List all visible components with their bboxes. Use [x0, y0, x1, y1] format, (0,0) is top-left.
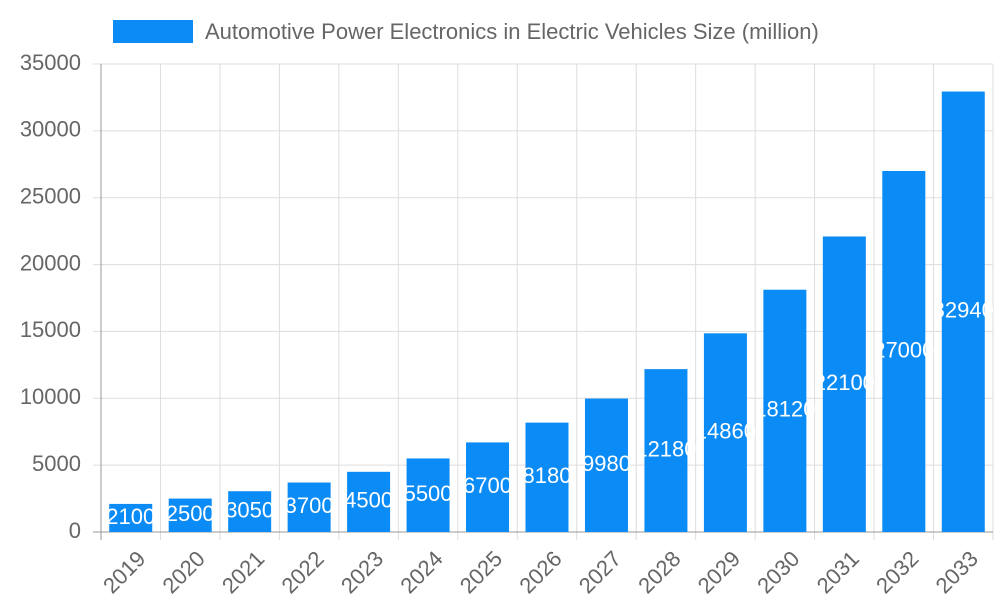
bar [703, 333, 747, 532]
x-tick-label: 2019 [98, 546, 150, 598]
legend-label: Automotive Power Electronics in Electric… [205, 19, 819, 44]
data-label: 2500 [166, 501, 215, 526]
data-label: 8180 [523, 463, 572, 488]
x-tick-label: 2029 [693, 546, 745, 598]
data-label: 6700 [463, 473, 512, 498]
y-tick-label: 5000 [32, 451, 81, 476]
bar [941, 91, 985, 533]
x-tick-label: 2025 [455, 546, 507, 598]
bar [287, 482, 331, 532]
x-tick-label: 2033 [931, 546, 983, 598]
y-tick-label: 35000 [20, 50, 81, 75]
bar [882, 170, 926, 532]
data-label: 2100 [106, 504, 155, 529]
x-tick-label: 2026 [514, 546, 566, 598]
x-tick-label: 2021 [217, 546, 269, 598]
y-tick-label: 15000 [20, 317, 81, 342]
x-tick-label: 2024 [395, 546, 447, 598]
x-tick-label: 2022 [276, 546, 328, 598]
y-tick-label: 10000 [20, 384, 81, 409]
data-label: 12180 [635, 436, 696, 461]
x-tick-label: 2030 [752, 546, 804, 598]
y-tick-label: 25000 [20, 184, 81, 209]
data-label: 4500 [344, 488, 393, 513]
data-label: 18120 [754, 397, 815, 422]
bar [228, 491, 272, 532]
data-label: 14860 [695, 418, 756, 443]
y-tick-label: 0 [69, 518, 81, 543]
bar [466, 442, 510, 532]
data-label: 22100 [814, 370, 875, 395]
data-label: 5500 [404, 481, 453, 506]
x-tick-label: 2020 [158, 546, 210, 598]
legend-swatch [113, 20, 193, 43]
bar [763, 289, 807, 532]
data-label: 9980 [582, 451, 631, 476]
data-label: 3050 [225, 497, 274, 522]
data-label: 32940 [933, 298, 994, 323]
data-label: 27000 [873, 337, 934, 362]
x-tick-label: 2023 [336, 546, 388, 598]
data-label: 3700 [285, 493, 334, 518]
bar [822, 236, 866, 532]
x-tick-label: 2032 [871, 546, 923, 598]
bar [644, 369, 688, 532]
bar [584, 398, 628, 532]
bar [525, 422, 569, 532]
y-tick-label: 20000 [20, 250, 81, 275]
y-tick-label: 30000 [20, 117, 81, 142]
bar [168, 498, 212, 532]
bar [406, 458, 450, 532]
x-tick-label: 2027 [574, 546, 626, 598]
x-tick-label: 2028 [633, 546, 685, 598]
x-tick-label: 2031 [812, 546, 864, 598]
bar [347, 471, 391, 532]
bar [109, 503, 153, 532]
